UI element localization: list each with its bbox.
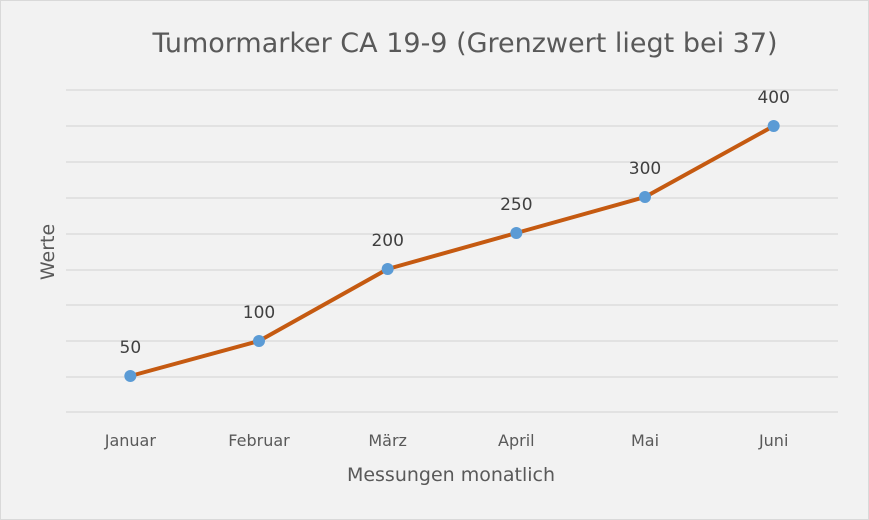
data-labels: 50 100 200 250 300 400 xyxy=(120,88,790,358)
x-tick-label: Mai xyxy=(631,431,659,450)
x-axis-ticks: Januar Februar März April Mai Juni xyxy=(104,431,789,450)
x-tick-label: März xyxy=(368,431,407,450)
data-label: 400 xyxy=(757,88,789,108)
x-tick-label: Juni xyxy=(758,431,788,450)
chart-title: Tumormarker CA 19-9 (Grenzwert liegt bei… xyxy=(151,28,777,59)
data-point-marker xyxy=(767,120,780,132)
data-point-marker xyxy=(510,227,523,239)
data-point-marker xyxy=(381,263,394,275)
data-point-marker xyxy=(253,335,265,347)
data-label: 50 xyxy=(120,338,142,358)
data-markers xyxy=(124,120,780,382)
x-tick-label: Februar xyxy=(228,431,290,450)
x-tick-label: April xyxy=(498,431,535,450)
x-axis-title: Messungen monatlich xyxy=(347,464,555,486)
y-axis-title: Werte xyxy=(37,224,59,280)
data-label: 250 xyxy=(500,195,532,215)
x-tick-label: Januar xyxy=(104,431,157,450)
data-label: 300 xyxy=(629,159,661,179)
data-point-marker xyxy=(124,370,137,382)
data-label: 100 xyxy=(243,303,275,323)
data-point-marker xyxy=(639,191,651,203)
data-label: 200 xyxy=(371,231,403,251)
gridlines xyxy=(66,89,838,413)
series-line xyxy=(128,124,776,378)
